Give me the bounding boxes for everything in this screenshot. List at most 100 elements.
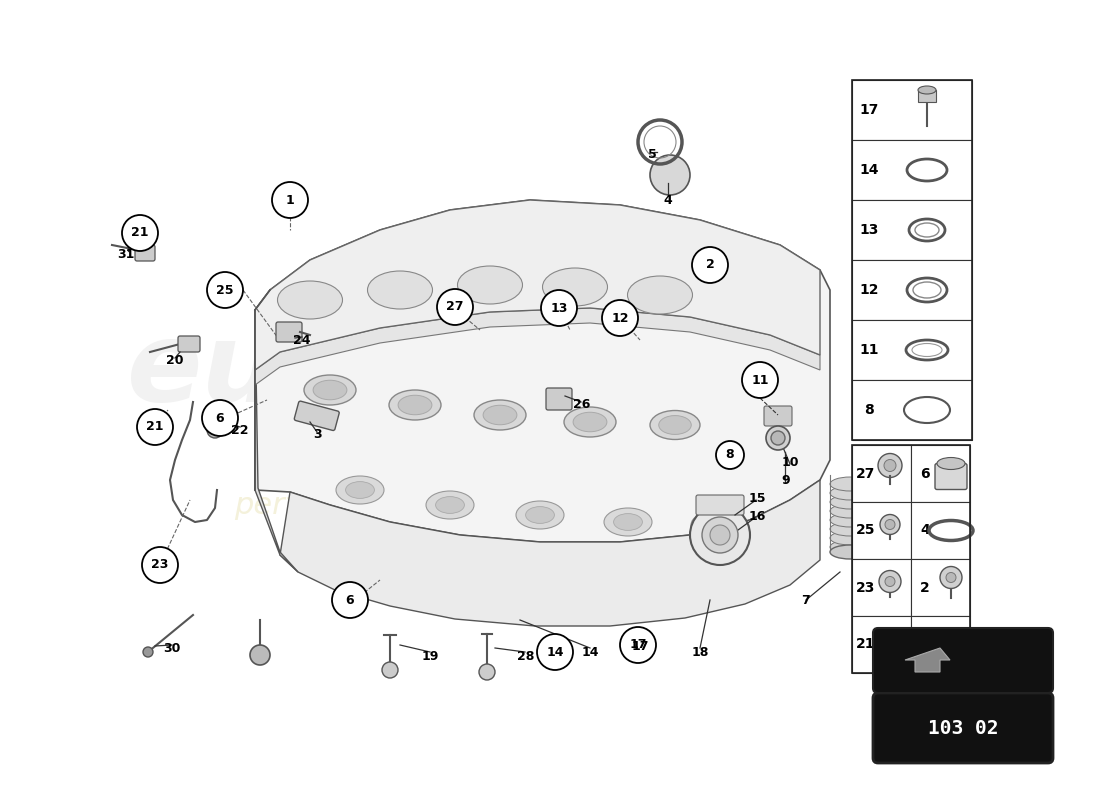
Bar: [852, 200, 972, 260]
Ellipse shape: [830, 495, 870, 509]
FancyBboxPatch shape: [546, 388, 572, 410]
Bar: [852, 380, 972, 440]
Circle shape: [879, 570, 901, 593]
Text: europes: europes: [126, 317, 634, 423]
Ellipse shape: [483, 406, 517, 425]
Ellipse shape: [937, 458, 965, 470]
Circle shape: [202, 400, 238, 436]
Ellipse shape: [659, 415, 691, 434]
Text: 10: 10: [781, 457, 799, 470]
Text: 9: 9: [782, 474, 790, 486]
Polygon shape: [905, 648, 950, 672]
Circle shape: [766, 426, 790, 450]
Text: 25: 25: [856, 523, 876, 538]
Bar: [852, 80, 972, 140]
Bar: [852, 616, 911, 673]
Text: 21: 21: [131, 226, 149, 239]
Text: 21: 21: [146, 421, 164, 434]
Circle shape: [602, 300, 638, 336]
Text: 7: 7: [802, 594, 811, 606]
Text: 6: 6: [345, 594, 354, 606]
Circle shape: [650, 155, 690, 195]
Circle shape: [382, 662, 398, 678]
Circle shape: [940, 566, 962, 589]
Polygon shape: [280, 480, 820, 626]
FancyBboxPatch shape: [935, 463, 967, 490]
Bar: [852, 445, 911, 502]
Text: 31: 31: [118, 247, 134, 261]
Text: 15: 15: [748, 493, 766, 506]
Ellipse shape: [830, 531, 870, 545]
Text: 28: 28: [517, 650, 535, 663]
Text: 13: 13: [859, 223, 879, 237]
Circle shape: [886, 577, 895, 586]
Text: 12: 12: [859, 283, 879, 297]
Ellipse shape: [830, 486, 870, 500]
Bar: [911, 616, 970, 673]
Ellipse shape: [691, 511, 737, 538]
FancyBboxPatch shape: [873, 628, 1053, 693]
FancyBboxPatch shape: [764, 406, 792, 426]
Text: 11: 11: [859, 343, 879, 357]
FancyBboxPatch shape: [135, 245, 155, 261]
Text: 6: 6: [216, 411, 224, 425]
Ellipse shape: [573, 412, 607, 432]
Circle shape: [122, 215, 158, 251]
Text: 4: 4: [920, 523, 929, 538]
Circle shape: [250, 645, 270, 665]
Text: 27: 27: [856, 466, 876, 481]
Bar: [852, 559, 911, 616]
Text: 6: 6: [921, 466, 929, 481]
Text: 30: 30: [163, 642, 180, 655]
Ellipse shape: [304, 375, 356, 405]
Text: 27: 27: [447, 301, 464, 314]
Bar: [911, 502, 970, 559]
Text: 1: 1: [286, 194, 295, 206]
Ellipse shape: [474, 400, 526, 430]
Text: 8: 8: [726, 449, 735, 462]
Circle shape: [710, 525, 730, 545]
Text: 18: 18: [691, 646, 708, 658]
Circle shape: [702, 517, 738, 553]
Circle shape: [478, 664, 495, 680]
Bar: [852, 502, 911, 559]
Text: 24: 24: [294, 334, 310, 346]
Text: 11: 11: [751, 374, 769, 386]
Text: 13: 13: [550, 302, 568, 314]
Circle shape: [537, 634, 573, 670]
Circle shape: [142, 547, 178, 583]
Circle shape: [886, 635, 894, 643]
Ellipse shape: [345, 482, 374, 498]
Circle shape: [207, 422, 223, 438]
FancyBboxPatch shape: [276, 322, 303, 342]
FancyBboxPatch shape: [873, 693, 1053, 763]
Text: 2: 2: [920, 581, 929, 594]
Circle shape: [692, 247, 728, 283]
Text: 8: 8: [865, 403, 873, 417]
Ellipse shape: [398, 395, 432, 414]
Text: 12: 12: [612, 311, 629, 325]
Text: performance since 1985: performance since 1985: [234, 490, 606, 519]
Polygon shape: [255, 200, 820, 370]
Bar: [852, 80, 972, 440]
FancyBboxPatch shape: [696, 495, 744, 515]
Text: 17: 17: [859, 103, 879, 117]
Bar: [911, 559, 970, 616]
Ellipse shape: [830, 513, 870, 527]
Circle shape: [742, 362, 778, 398]
Ellipse shape: [701, 517, 728, 533]
Ellipse shape: [314, 380, 346, 400]
Text: 1: 1: [920, 638, 929, 651]
Polygon shape: [255, 200, 831, 542]
Text: 17: 17: [629, 638, 647, 651]
Circle shape: [143, 647, 153, 657]
Text: 26: 26: [573, 398, 591, 411]
Circle shape: [138, 409, 173, 445]
Ellipse shape: [627, 276, 693, 314]
Ellipse shape: [830, 540, 870, 554]
Text: 16: 16: [748, 510, 766, 522]
Circle shape: [716, 441, 744, 469]
Ellipse shape: [336, 476, 384, 504]
Ellipse shape: [614, 514, 642, 530]
Circle shape: [437, 289, 473, 325]
